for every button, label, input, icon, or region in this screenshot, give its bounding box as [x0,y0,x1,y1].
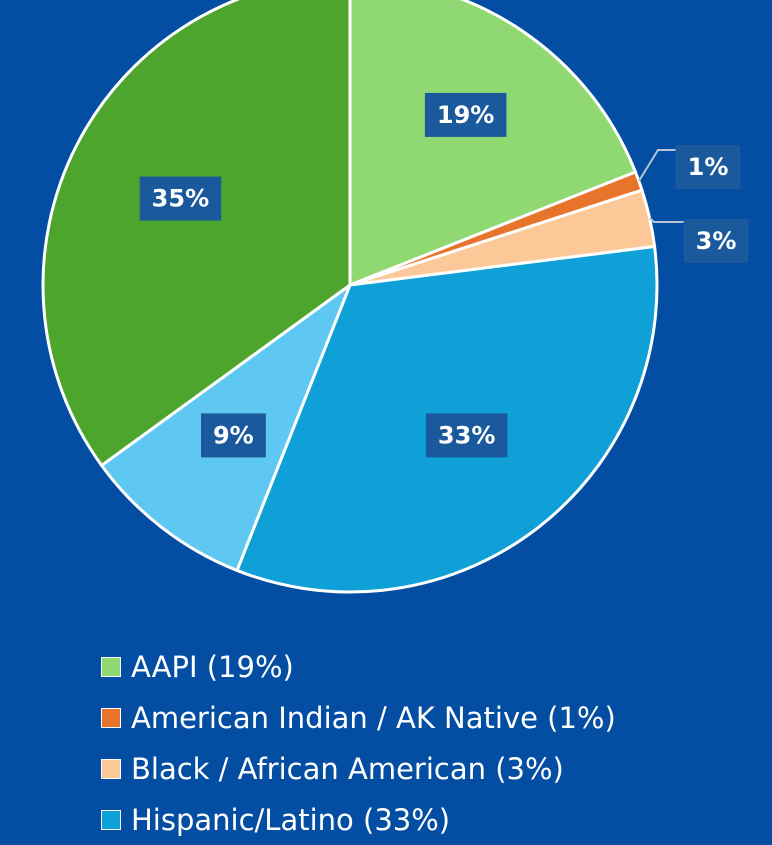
legend: AAPI (19%) American Indian / AK Native (… [101,641,616,845]
legend-swatch-hispanic-latino [101,809,121,830]
data-label-box-american-indian-ak-native [675,145,741,189]
legend-label-hispanic-latino: Hispanic/Latino (33%) [131,802,451,837]
data-label-white: 35% [152,185,209,213]
data-label-box-white [139,176,222,221]
legend-swatch-american-indian-ak-native [101,707,121,728]
data-label-american-indian-ak-native: 1% [688,153,729,181]
legend-item-american-indian-ak-native: American Indian / AK Native (1%) [101,692,616,743]
legend-swatch-black-african-american [101,758,121,779]
leader-line-american-indian-ak-native [638,149,676,182]
slice-aapi [348,0,637,287]
pie-chart-plot: 19% 1% 3% 33% 9% 35% [41,0,749,594]
leader-lines [638,149,684,223]
legend-item-hispanic-latino: Hispanic/Latino (33%) [101,794,616,845]
slice-white [41,0,352,467]
legend-label-aapi: AAPI (19%) [131,649,294,684]
legend-label-black-african-american: Black / African American (3%) [131,751,564,786]
data-label-box-hispanic-latino [425,413,508,458]
data-label-aapi: 19% [437,101,494,129]
data-label-box-black-african-american [683,219,749,263]
legend-label-american-indian-ak-native: American Indian / AK Native (1%) [131,700,616,735]
data-label-box-multiracial [201,413,266,458]
data-labels: 19% 1% 3% 33% 9% 35% [139,92,749,458]
data-label-hispanic-latino: 33% [438,421,495,449]
data-label-box-aapi [424,92,507,137]
legend-item-black-african-american: Black / African American (3%) [101,743,616,794]
data-label-multiracial: 9% [213,421,254,449]
pie-chart: 19% 1% 3% 33% 9% 35% AAPI (19%) American Indi… [41,0,749,837]
legend-swatch-aapi [101,656,121,677]
legend-item-aapi: AAPI (19%) [101,641,616,692]
leader-line-black-african-american [648,217,684,223]
data-label-black-african-american: 3% [696,227,737,255]
pie-slices [41,0,659,594]
